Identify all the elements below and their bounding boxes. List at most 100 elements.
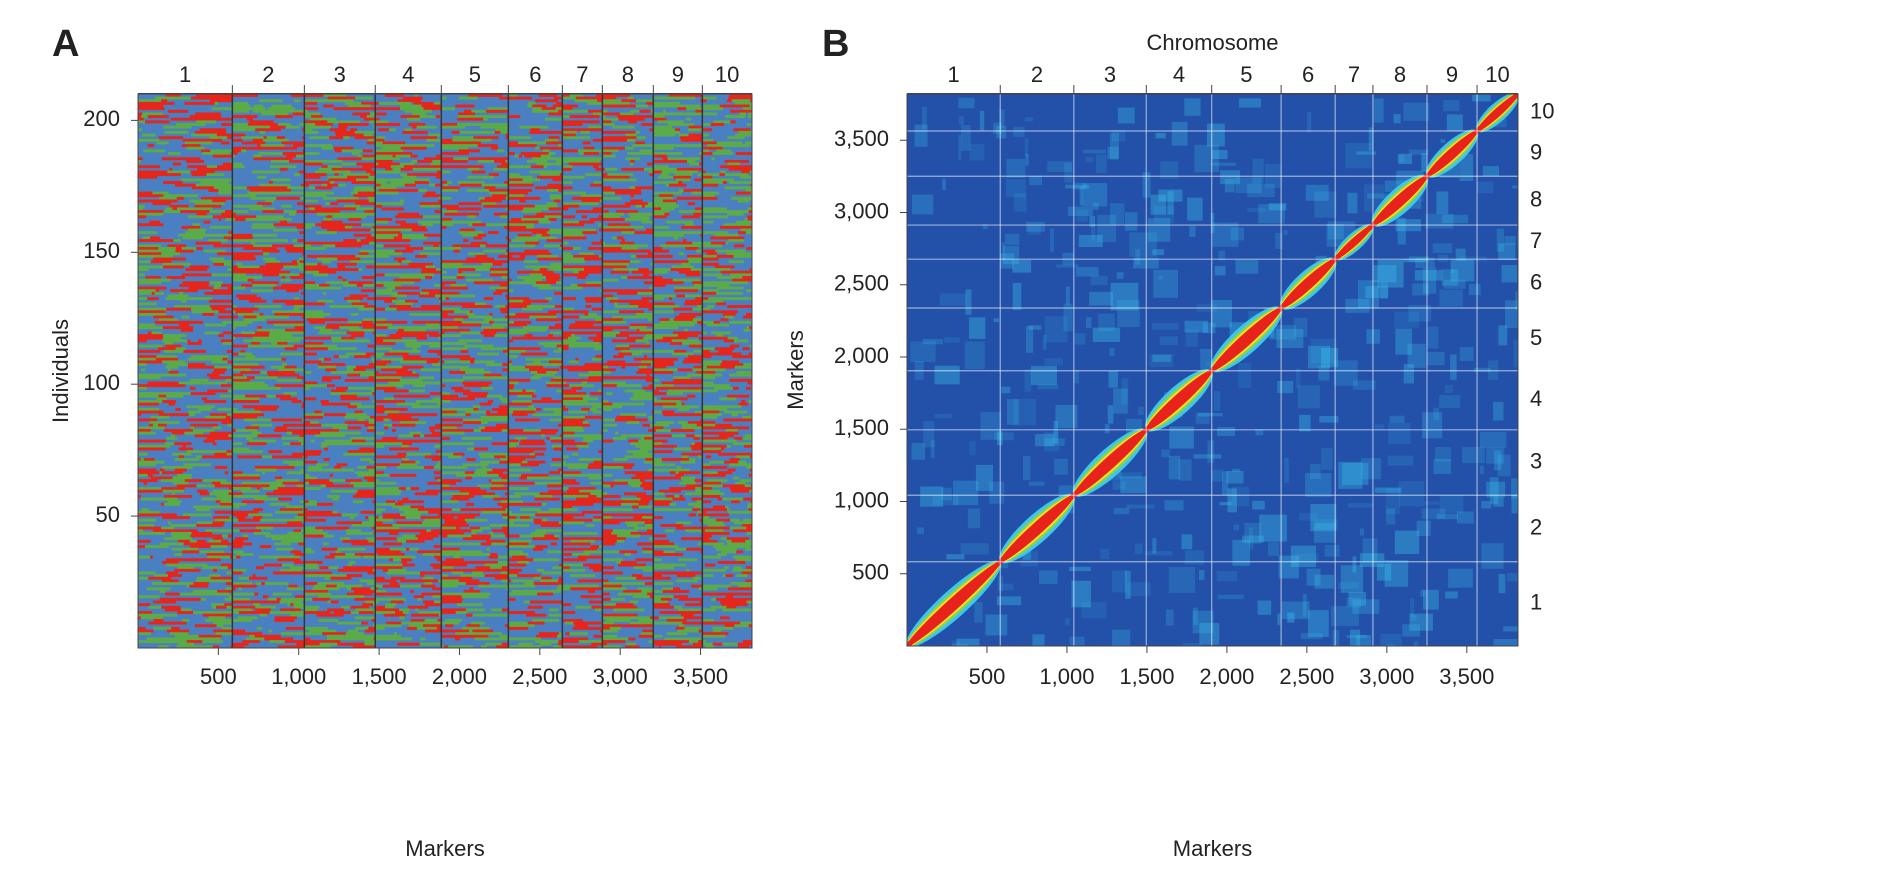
genotype-segment: [620, 276, 628, 279]
genotype-segment: [441, 481, 457, 485]
genotype-segment: [375, 233, 391, 237]
genotype-segment: [151, 291, 155, 295]
genotype-segment: [176, 117, 201, 121]
genotype-segment: [615, 603, 620, 607]
genotype-segment: [477, 138, 492, 142]
genotype-segment: [348, 217, 362, 221]
genotype-segment: [214, 518, 233, 522]
genotype-segment: [620, 560, 637, 564]
genotype-segment: [342, 392, 369, 396]
genotype-segment: [238, 539, 244, 543]
genotype-segment: [232, 115, 258, 119]
genotype-segment: [702, 568, 713, 572]
genotype-segment: [138, 194, 164, 198]
genotype-segment: [446, 407, 474, 411]
genotype-segment: [441, 270, 447, 274]
genotype-segment: [441, 294, 457, 298]
genotype-segment: [534, 481, 563, 485]
genotype-segment: [618, 352, 632, 356]
genotype-segment: [166, 558, 194, 562]
genotype-segment: [702, 99, 707, 103]
genotype-segment: [258, 365, 265, 369]
genotype-segment: [375, 524, 393, 527]
genotype-segment: [441, 621, 453, 625]
genotype-segment: [311, 223, 316, 227]
genotype-segment: [534, 99, 558, 103]
genotype-segment: [266, 371, 295, 374]
genotype-segment: [165, 94, 181, 97]
genotype-segment: [648, 429, 654, 432]
genotype-segment: [354, 305, 365, 308]
genotype-segment: [750, 183, 752, 187]
genotype-segment: [274, 510, 296, 514]
genotype-segment: [465, 413, 471, 417]
genotype-segment: [702, 621, 720, 625]
genotype-segment: [454, 389, 465, 393]
genotype-segment: [602, 371, 611, 374]
genotype-segment: [222, 626, 233, 630]
genotype-segment: [719, 165, 743, 169]
genotype-segment: [673, 508, 693, 512]
genotype-segment: [678, 471, 701, 475]
genotype-segment: [491, 373, 502, 377]
genotype-segment: [562, 645, 574, 648]
genotype-segment: [514, 492, 528, 496]
genotype-segment: [273, 223, 297, 227]
genotype-segment: [562, 584, 573, 588]
genotype-segment: [274, 312, 296, 316]
genotype-segment: [499, 634, 509, 638]
genotype-segment: [413, 505, 419, 509]
genotype-segment: [290, 442, 302, 446]
genotype-segment: [508, 494, 521, 498]
genotype-segment: [653, 297, 664, 301]
genotype-segment: [697, 320, 703, 324]
genotype-segment: [480, 455, 495, 459]
genotype-segment: [141, 508, 149, 512]
genotype-segment: [138, 576, 149, 580]
genotype-segment: [546, 202, 557, 206]
genotype-segment: [240, 371, 261, 374]
genotype-segment: [575, 320, 593, 324]
genotype-segment: [450, 283, 466, 287]
genotype-segment: [232, 278, 249, 282]
genotype-segment: [138, 291, 153, 295]
genotype-segment: [441, 418, 459, 422]
genotype-segment: [470, 241, 488, 245]
genotype-segment: [390, 181, 416, 184]
genotype-segment: [339, 526, 349, 530]
genotype-segment: [493, 363, 503, 367]
genotype-segment: [650, 363, 654, 367]
genotype-segment: [202, 613, 222, 617]
genotype-segment: [748, 96, 752, 100]
genotype-segment: [338, 183, 347, 187]
genotype-segment: [633, 516, 643, 520]
genotype-segment: [264, 339, 293, 343]
genotype-segment: [178, 458, 200, 461]
genotype-segment: [232, 236, 254, 240]
genotype-segment: [502, 468, 509, 472]
genotype-segment: [562, 159, 573, 163]
genotype-segment: [483, 318, 499, 322]
genotype-segment: [467, 447, 475, 451]
genotype-segment: [591, 241, 603, 245]
genotype-segment: [494, 334, 509, 338]
genotype-segment: [304, 431, 321, 435]
genotype-segment: [645, 524, 654, 527]
genotype-segment: [314, 434, 337, 438]
genotype-segment: [299, 196, 305, 200]
genotype-segment: [732, 568, 752, 572]
genotype-segment: [293, 344, 305, 348]
genotype-segment: [528, 101, 536, 105]
genotype-segment: [592, 112, 603, 116]
genotype-segment: [342, 566, 350, 570]
genotype-segment: [282, 152, 305, 155]
genotype-segment: [285, 154, 297, 158]
genotype-segment: [466, 502, 475, 506]
genotype-segment: [150, 555, 153, 559]
genotype-segment: [628, 212, 634, 216]
genotype-segment: [412, 104, 422, 108]
genotype-segment: [351, 439, 360, 443]
genotype-segment: [345, 529, 362, 533]
genotype-segment: [461, 233, 478, 237]
genotype-segment: [352, 112, 371, 116]
